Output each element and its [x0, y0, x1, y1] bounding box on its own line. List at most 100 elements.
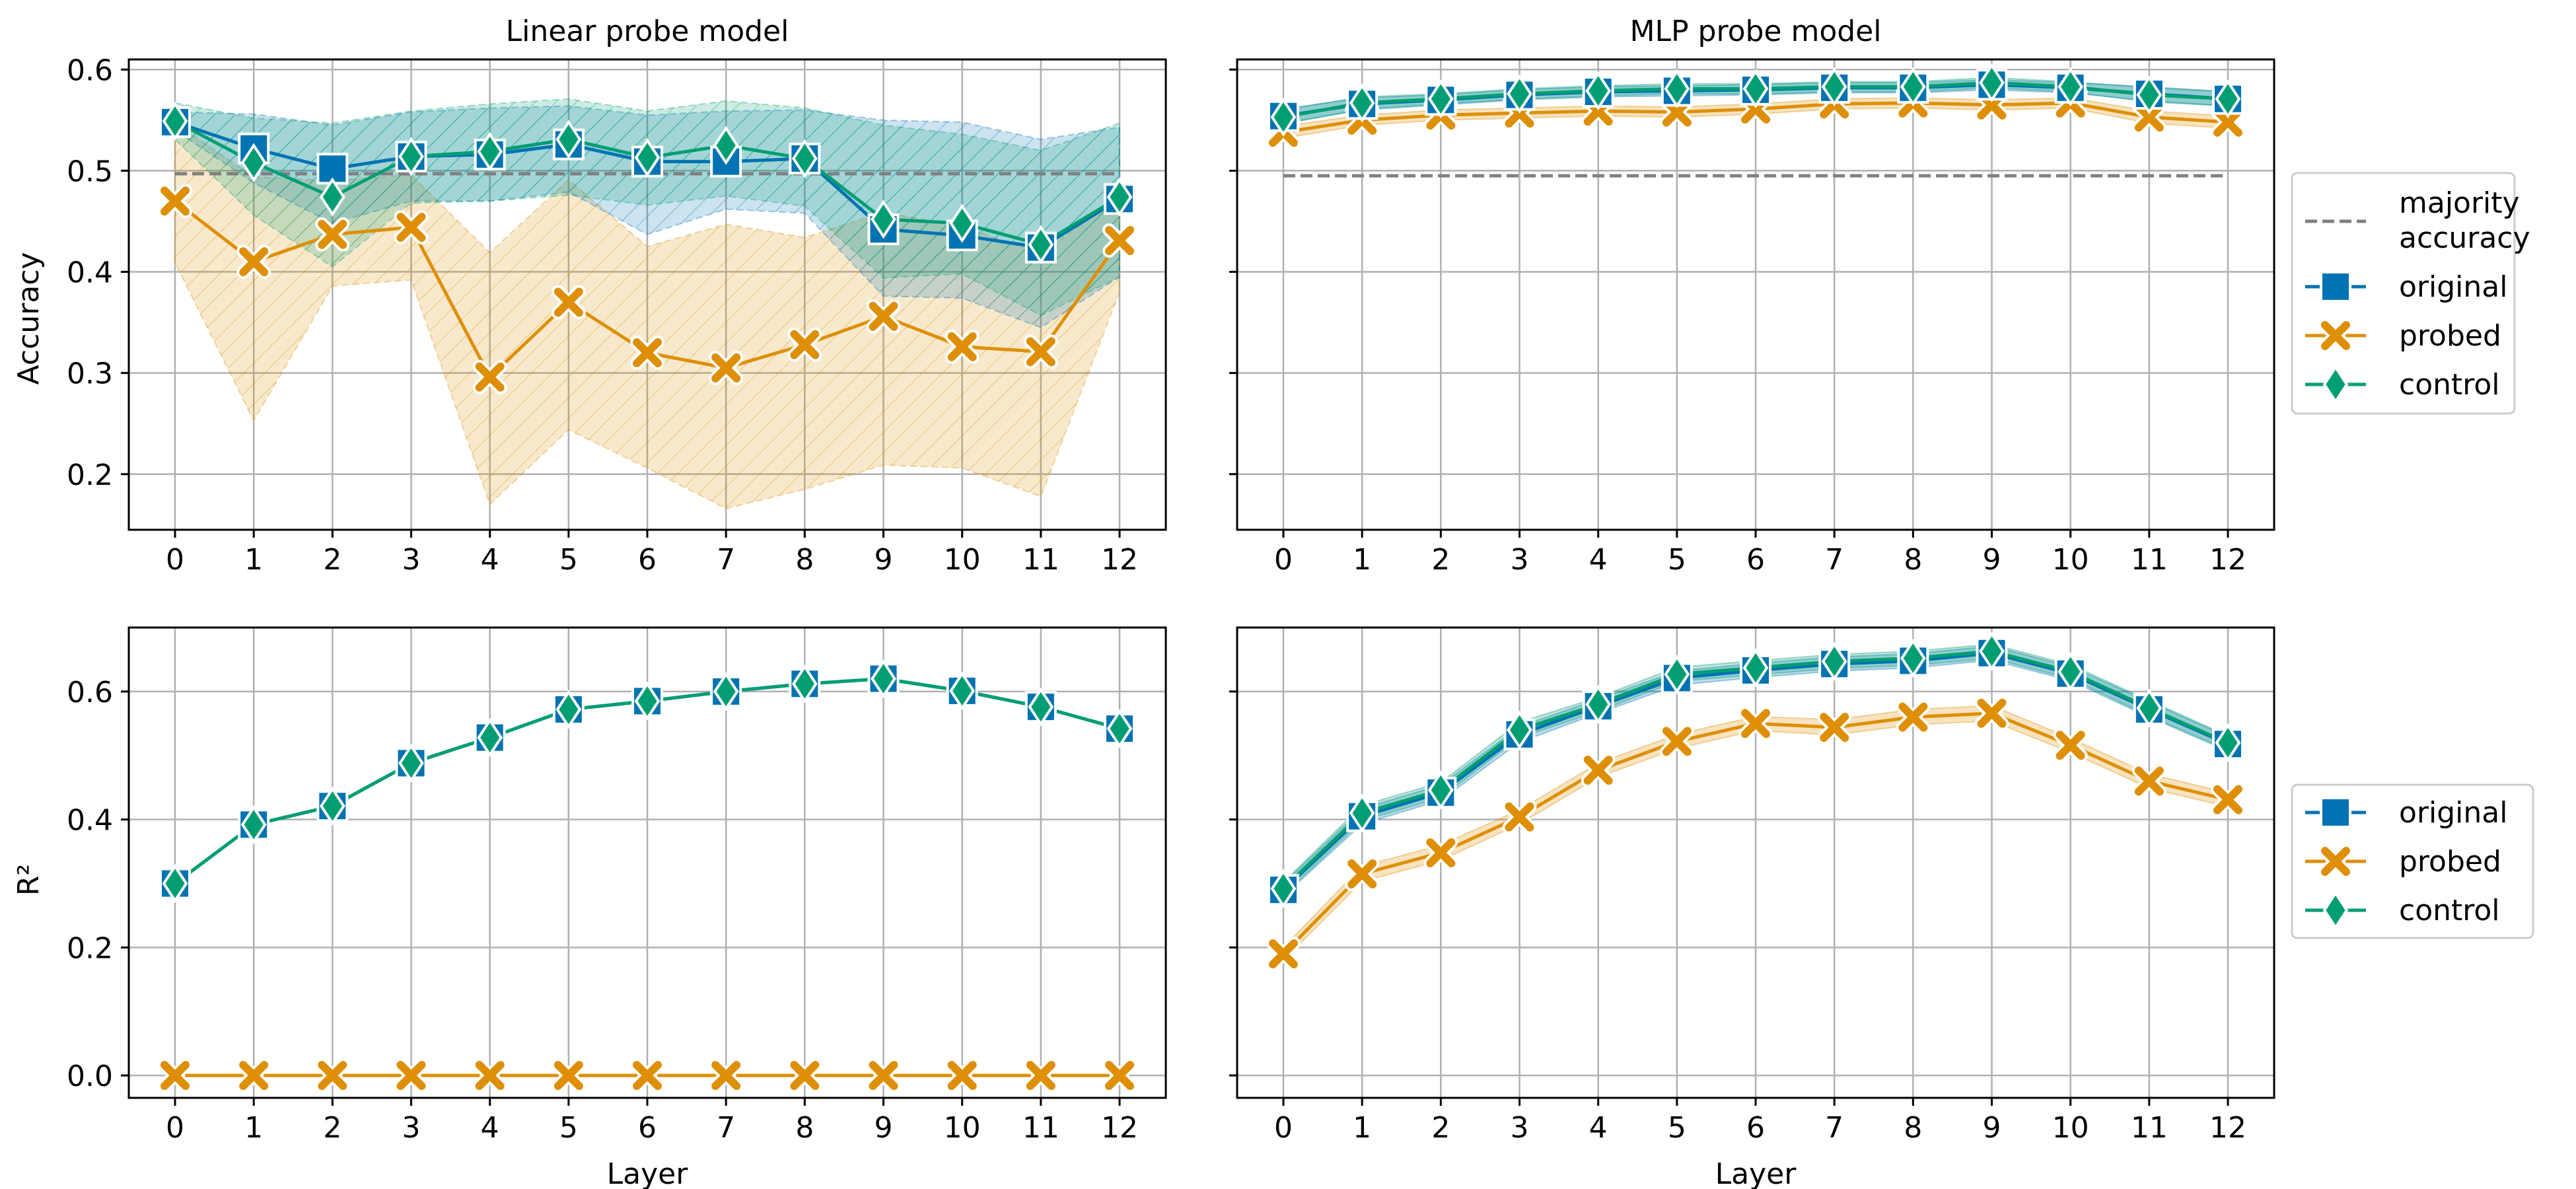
- control-point: [477, 131, 503, 171]
- probed-point: [866, 299, 901, 334]
- probed-point: [472, 1058, 507, 1093]
- control-point: [871, 199, 896, 239]
- legend-item-control: control: [2305, 890, 2500, 930]
- probed-point: [945, 1058, 980, 1093]
- legend-probed-label: probed: [2399, 845, 2501, 879]
- control-point: [1664, 69, 1690, 109]
- legend-top-items: original probed control: [2305, 270, 2507, 404]
- control-point: [2057, 652, 2084, 692]
- probed-point: [1738, 706, 1773, 741]
- legend-item-probed: probed: [2305, 318, 2501, 353]
- probed-point: [1817, 710, 1852, 745]
- x-tick-label: 4: [481, 1111, 499, 1145]
- x-tick-label: 2: [323, 1111, 341, 1145]
- control-point: [1900, 638, 1926, 678]
- x-tick-label: 10: [944, 1111, 981, 1145]
- control-point: [1821, 67, 1847, 106]
- x-tick-label: 9: [1983, 543, 2001, 577]
- control-point: [555, 120, 582, 159]
- plot-area: [1266, 63, 2245, 178]
- control-point: [1979, 63, 2005, 102]
- control-point: [1742, 648, 1769, 688]
- x-tick-label: 10: [2052, 543, 2089, 577]
- legend-control-marker: [2322, 365, 2349, 404]
- x-tick-label: 12: [2209, 543, 2246, 577]
- x-tick-label: 0: [1274, 1111, 1293, 1145]
- y-tick-label: 0.6: [67, 676, 113, 709]
- probed-point: [1023, 334, 1058, 369]
- probed-point: [1266, 937, 1301, 972]
- x-tick-label: 11: [1022, 1111, 1059, 1145]
- x-tick-label: 8: [1904, 543, 1922, 577]
- control-point: [949, 203, 976, 243]
- x-tick-label: 10: [944, 543, 981, 577]
- y-tick-label: 0.6: [67, 54, 113, 87]
- accuracy-axis-label: Accuracy: [12, 252, 46, 385]
- x-tick-label: 12: [1101, 1111, 1138, 1145]
- legend-control-marker: [2322, 890, 2349, 930]
- mlp-accuracy-panel: 0 1 2 3 4 5 6 7 8 9 10 11 12: [1229, 58, 2275, 577]
- x-tick-label: 12: [2209, 1111, 2246, 1145]
- x-tick-label: 2: [1431, 543, 1450, 577]
- control-point: [634, 137, 661, 178]
- control-point: [2136, 688, 2163, 728]
- x-tick-label: 8: [795, 543, 814, 577]
- x-tick-label: 4: [481, 543, 499, 577]
- control-point: [398, 137, 424, 176]
- probed-point: [158, 184, 192, 219]
- control-point: [1742, 69, 1769, 109]
- control-point: [1585, 71, 1612, 111]
- control-point: [713, 672, 739, 711]
- control-point: [1349, 83, 1375, 123]
- probed-point: [2211, 104, 2245, 139]
- control-point: [1106, 709, 1133, 748]
- probed-point: [1023, 1058, 1058, 1093]
- x-tick-label: 0: [1274, 543, 1293, 577]
- x-tick-label: 9: [875, 1111, 893, 1145]
- legend-original-marker: [2320, 271, 2351, 303]
- x-tick-label: 2: [1431, 1111, 1450, 1145]
- y-tick-label: 0.5: [67, 155, 113, 188]
- probed-point: [2131, 100, 2166, 135]
- legend-bottom: original probed control: [2291, 783, 2534, 939]
- x-tick-label: 12: [1101, 543, 1138, 577]
- control-point: [1270, 869, 1297, 908]
- x-tick-label: 6: [638, 543, 657, 577]
- legend-probed-marker: [2318, 318, 2353, 353]
- control-point: [240, 805, 267, 845]
- probed-point: [315, 217, 350, 252]
- probed-point: [709, 1058, 744, 1093]
- probed-point: [315, 1058, 350, 1093]
- probed-point: [630, 336, 664, 371]
- probed-point: [236, 1058, 271, 1093]
- control-point: [555, 690, 582, 729]
- control-point: [2057, 67, 2084, 106]
- control-point: [1349, 793, 1375, 833]
- control-point: [1270, 97, 1297, 137]
- control-point: [477, 717, 503, 758]
- probed-point: [551, 285, 586, 320]
- control-point: [1427, 79, 1454, 119]
- control-point: [1979, 631, 2005, 671]
- mlp-panel-title: MLP probe model: [1630, 15, 1882, 48]
- plot-area: [158, 98, 1137, 509]
- x-tick-label: 3: [402, 1111, 421, 1145]
- legend-original-label: original: [2399, 270, 2507, 304]
- x-tick-label: 11: [2131, 1111, 2168, 1145]
- y-tick-label: 0.4: [67, 804, 113, 838]
- x-tick-label: 10: [2052, 1111, 2089, 1145]
- x-tick-label: 6: [1746, 543, 1765, 577]
- control-point: [634, 681, 661, 721]
- x-tick-label: 8: [1904, 1111, 1922, 1145]
- probed-point: [787, 1058, 822, 1093]
- probed-point: [472, 359, 507, 394]
- plot-area: [158, 659, 1137, 1093]
- control-point: [791, 139, 818, 178]
- control-point: [1106, 177, 1133, 217]
- probed-point: [394, 210, 429, 245]
- control-point: [1507, 74, 1532, 114]
- probed-point: [2053, 728, 2088, 763]
- legend-item-control: control: [2305, 365, 2500, 404]
- control-point: [1427, 770, 1454, 810]
